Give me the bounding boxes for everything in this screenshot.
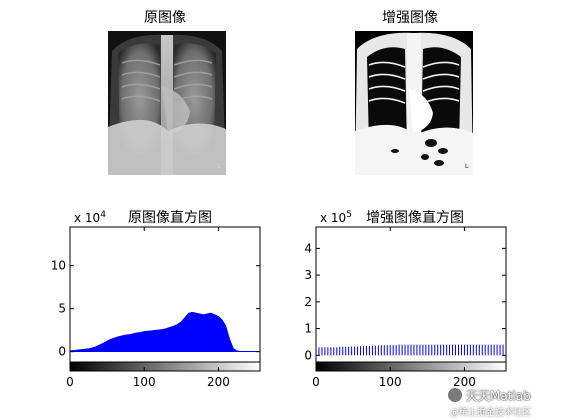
y-tick-label: 0 <box>58 345 66 359</box>
hist1-title: 原图像直方图 <box>128 210 212 226</box>
hist1-exponent: x 104 <box>74 210 106 225</box>
wechat-logo-icon <box>448 388 462 402</box>
hist2-exponent: x 105 <box>320 210 352 225</box>
original-image-title: 原图像 <box>144 10 186 26</box>
y-tick-label: 10 <box>51 259 66 273</box>
x-tick-label: 200 <box>207 375 230 389</box>
enhanced-xray-drawing: L <box>355 31 473 175</box>
y-tick-label: 4 <box>304 241 312 255</box>
svg-text:L: L <box>218 163 222 170</box>
x-tick-label: 200 <box>453 375 476 389</box>
x-tick-label: 0 <box>312 375 320 389</box>
watermark-sub: @稀土掘金技术社区 <box>450 408 532 418</box>
y-tick-label: 1 <box>304 322 312 336</box>
gray-colorbar <box>69 361 261 372</box>
watermark-brand: 天天Matlab <box>466 389 531 403</box>
original-xray-drawing: L <box>108 31 226 175</box>
y-tick-label: 0 <box>304 348 312 362</box>
y-tick-label: 3 <box>304 268 312 282</box>
x-tick-label: 100 <box>379 375 402 389</box>
original-xray-image: L <box>108 31 226 175</box>
histogram-area <box>69 311 260 352</box>
axes-box <box>315 226 507 363</box>
hist2-title: 增强图像直方图 <box>366 210 464 226</box>
y-tick-label: 5 <box>58 302 66 316</box>
x-tick-label: 0 <box>66 375 74 389</box>
enhanced-histogram-chart: 0 1 2 3 4 0 100 200 <box>304 226 507 389</box>
svg-text:L: L <box>465 163 469 170</box>
enhanced-image-title: 增强图像 <box>382 10 438 26</box>
gray-colorbar <box>315 361 507 372</box>
y-tick-label: 2 <box>304 295 312 309</box>
x-tick-label: 100 <box>133 375 156 389</box>
enhanced-xray-image: L <box>355 31 473 175</box>
